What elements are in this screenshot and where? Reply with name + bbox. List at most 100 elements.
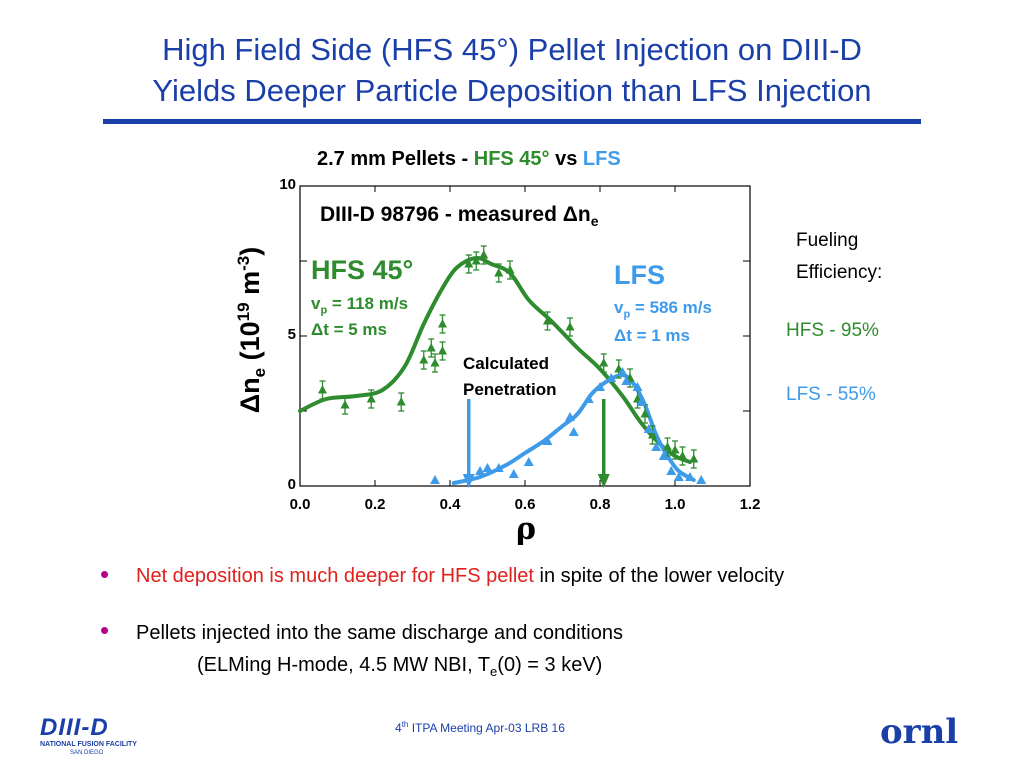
hfs-data-point	[366, 389, 376, 409]
hfs-data-point	[438, 314, 447, 334]
x-tick-label: 1.2	[739, 496, 761, 513]
lfs-dt: Δt = 1 ms	[614, 326, 691, 345]
lfs-data-point	[685, 472, 695, 481]
hfs-data-point	[689, 449, 699, 469]
lfs-data-point	[658, 451, 669, 460]
chart-title-part-1: 2.7 mm Pellets -	[317, 148, 474, 170]
chart-title-vs: vs	[549, 148, 583, 170]
lfs-data-point	[651, 442, 662, 451]
hfs-data-point	[678, 446, 687, 466]
x-tick-label: 1.0	[664, 496, 686, 513]
x-tick-label: 0.6	[514, 496, 536, 513]
x-tick-label: 0.2	[364, 496, 386, 513]
bullet-1-red: Net deposition is much deeper for HFS pe…	[136, 565, 534, 587]
lfs-data-point	[508, 469, 519, 478]
fueling-label-1: Fueling	[796, 230, 859, 251]
lfs-penetration-arrow	[462, 399, 475, 488]
footer: 4th ITPA Meeting Apr-03 LRB 16	[395, 720, 565, 735]
hfs-data-point	[494, 263, 504, 283]
bullet-2-line-1: Pellets injected into the same discharge…	[136, 622, 623, 644]
y-axis-label: Δne (1019 m-3)	[234, 247, 270, 413]
bullet-1-rest: in spite of the lower velocity	[533, 565, 785, 587]
hfs-vp-val: = 118 m/s	[327, 294, 409, 313]
lfs-data-point	[475, 466, 485, 475]
lfs-data-point	[493, 463, 504, 472]
lfs-data-point	[595, 382, 605, 391]
hfs-data-point	[479, 245, 489, 265]
chart-title-lfs: LFS	[582, 148, 621, 170]
hfs-velocity: vp = 118 m/s	[311, 294, 408, 316]
diii-d-logo: DIII-D NATIONAL FUSION FACILITY SAN DIEG…	[40, 716, 140, 760]
bullet-dot-1: •	[100, 559, 110, 589]
hfs-penetration-arrow	[597, 399, 610, 488]
lfs-data-point	[643, 424, 654, 433]
diii-d-logo-text: DIII-D	[40, 714, 109, 741]
inner-title-text: DIII-D 98796 - measured Δn	[320, 203, 591, 226]
slide-title-line-1: High Field Side (HFS 45°) Pellet Injecti…	[162, 32, 862, 67]
lfs-data-point	[621, 376, 632, 385]
diii-d-logo-sub2: SAN DIEGO	[70, 750, 104, 756]
hfs-data-point	[426, 338, 436, 358]
lfs-vp: v	[614, 298, 624, 317]
x-tick-label: 0.8	[589, 496, 611, 513]
lfs-data-point	[636, 397, 647, 406]
y-tick-label: 0	[287, 476, 296, 493]
lfs-data-point	[583, 394, 594, 403]
inner-chart-title: DIII-D 98796 - measured Δne	[320, 203, 599, 229]
lfs-velocity: vp = 586 m/s	[614, 298, 712, 320]
inner-title-sub: e	[590, 213, 599, 230]
hfs-data-point	[670, 440, 680, 460]
hfs-data-point	[396, 392, 406, 412]
y-label-sub: e	[250, 367, 270, 378]
slide-title-line-2: Yields Deeper Particle Deposition than L…	[152, 73, 872, 108]
y-label-rest: (10	[234, 321, 265, 368]
ornl-logo: ornl	[880, 712, 959, 752]
hfs-data-point	[438, 341, 447, 361]
lfs-data-point	[666, 466, 677, 475]
hfs-data-point	[471, 251, 481, 271]
title-divider	[103, 119, 921, 124]
hfs-data-point	[648, 425, 657, 445]
y-label-sup: 19	[233, 302, 253, 322]
hfs-vp: v	[311, 294, 321, 313]
bullet-2-line-2: (ELMing H-mode, 4.5 MW NBI, Te(0) = 3 ke…	[197, 654, 602, 679]
bullet-2-line-2b: (0) = 3 keV)	[497, 654, 603, 676]
lfs-data-point	[430, 475, 440, 484]
lfs-data-point	[542, 436, 553, 445]
lfs-data-point	[696, 475, 707, 484]
footer-num: 4	[395, 721, 402, 735]
bullet-dot-2: •	[100, 615, 110, 645]
lfs-data-point	[617, 367, 628, 376]
lfs-vp-val: = 586 m/s	[630, 298, 712, 317]
hfs-vp-sub: p	[320, 304, 328, 317]
hfs-data-point	[430, 353, 440, 373]
hfs-data-point	[543, 311, 552, 331]
hfs-data-point	[663, 437, 672, 457]
y-tick-label: 10	[279, 176, 296, 193]
x-axis-label: ρ	[516, 512, 536, 547]
hfs-data-point	[565, 317, 575, 337]
fueling-label-2: Efficiency:	[796, 262, 883, 283]
lfs-vp-sub: p	[623, 308, 631, 321]
hfs-data-point	[505, 260, 515, 280]
hfs-efficiency: HFS - 95%	[786, 320, 879, 341]
diii-d-logo-sub1: NATIONAL FUSION FACILITY	[40, 741, 137, 748]
lfs-label: LFS	[614, 260, 665, 290]
footer-sup: th	[401, 720, 409, 729]
y-label-unit: m	[234, 270, 265, 303]
hfs-data-point	[464, 254, 474, 274]
y-tick-label: 5	[287, 326, 296, 343]
calc-penetration-line-2: Penetration	[463, 380, 557, 399]
x-tick-label: 0.4	[439, 496, 461, 513]
hfs-fit-line	[298, 255, 692, 464]
y-label-close: )	[234, 246, 265, 256]
x-tick-label: 0.0	[289, 496, 311, 513]
bullet-1: Net deposition is much deeper for HFS pe…	[136, 565, 784, 588]
lfs-data-point	[565, 412, 575, 421]
calc-penetration-line-1: Calculated	[463, 354, 549, 373]
lfs-data-point	[568, 427, 579, 436]
bullet-2-line-2a: (ELMing H-mode, 4.5 MW NBI, T	[197, 654, 491, 676]
bullet-2-sub: e	[490, 664, 498, 679]
lfs-data-point	[632, 382, 643, 391]
